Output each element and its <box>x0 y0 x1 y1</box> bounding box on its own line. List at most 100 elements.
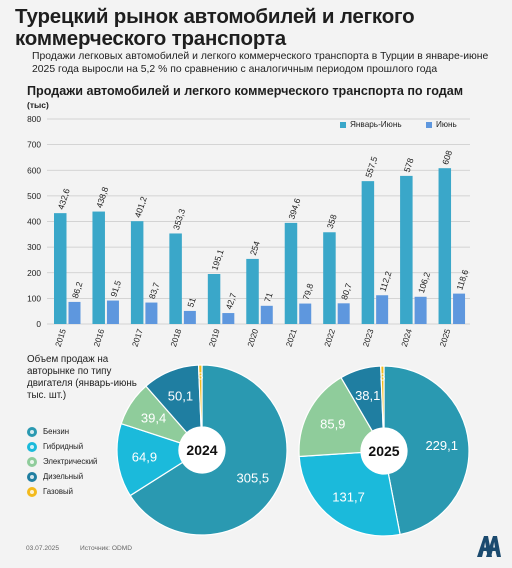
bar-jan-jun <box>323 232 336 324</box>
bar-june <box>337 303 350 324</box>
slice-label: 38,1 <box>355 388 380 403</box>
slice-label: 3 <box>380 373 386 384</box>
donut-year-label: 2024 <box>186 442 217 458</box>
y-tick-label: 800 <box>27 114 41 124</box>
bar-jan-jun <box>361 181 375 324</box>
petrol-dot-icon <box>27 426 37 437</box>
data-label: 432,6 <box>56 187 72 211</box>
engine-key-diesel: Дизельный <box>27 469 97 484</box>
data-label: 51 <box>185 296 198 308</box>
bar-jan-jun <box>400 175 413 324</box>
x-tick-label: 2017 <box>131 327 145 348</box>
legend-june: Июнь <box>426 120 457 129</box>
x-tick-label: 2020 <box>246 327 260 348</box>
bar-jan-jun <box>92 211 105 324</box>
engine-key-label: Гибридный <box>43 442 84 451</box>
bar-june <box>145 302 158 324</box>
data-label: 394,6 <box>286 197 302 221</box>
bar-jan-jun <box>246 258 259 324</box>
bar-jan-jun <box>54 213 67 324</box>
data-label: 438,8 <box>94 185 110 209</box>
donut-year-label: 2025 <box>368 443 399 459</box>
bar-jan-jun <box>207 274 221 324</box>
data-label: 608 <box>440 149 454 166</box>
y-tick-label: 100 <box>27 293 41 303</box>
data-label: 353,3 <box>171 207 187 231</box>
donut-center <box>179 427 225 473</box>
data-label: 80,7 <box>339 282 354 301</box>
slice-label: 85,9 <box>320 416 345 431</box>
y-tick-label: 0 <box>36 319 41 329</box>
hybrid-dot-icon <box>27 441 37 452</box>
bar-june <box>376 295 389 324</box>
data-label: 79,8 <box>301 282 316 301</box>
bar-jan-jun <box>169 233 182 324</box>
donut-caption: Объем продаж на авторынке по типу двигат… <box>27 354 137 401</box>
engine-key-hybrid: Гибридный <box>27 439 97 454</box>
legend-label-jan-jun: Январь-Июнь <box>350 120 402 129</box>
donut-center <box>361 428 407 474</box>
x-tick-label: 2019 <box>208 327 222 348</box>
page-subtitle: Продажи легковых автомобилей и легкого к… <box>32 51 489 75</box>
data-label: 112,2 <box>378 270 394 293</box>
data-label: 86,2 <box>70 280 85 299</box>
y-tick-label: 300 <box>27 242 41 252</box>
slice-label: 39,4 <box>141 411 166 426</box>
bar-june <box>299 303 312 324</box>
data-label: 118,6 <box>454 268 470 291</box>
legend-jan-jun: Январь-Июнь <box>340 120 402 129</box>
bar-june <box>183 310 196 324</box>
data-label: 106,2 <box>416 271 432 295</box>
data-label: 42,7 <box>224 291 239 310</box>
y-tick-label: 600 <box>27 165 41 175</box>
bar-june <box>414 296 427 324</box>
gas-dot-icon <box>27 486 37 497</box>
diesel-dot-icon <box>27 471 37 482</box>
slice-label: 64,9 <box>132 450 157 465</box>
legend-label-june: Июнь <box>436 120 457 129</box>
slice-label: 3 <box>198 372 204 383</box>
slice-label: 305,5 <box>237 470 270 485</box>
engine-key-petrol: Бензин <box>27 424 97 439</box>
slice-label: 131,7 <box>332 489 365 504</box>
data-label: 358 <box>325 213 339 230</box>
x-tick-label: 2021 <box>284 327 298 348</box>
x-tick-label: 2015 <box>54 327 68 348</box>
data-label: 195,1 <box>209 248 225 272</box>
x-tick-label: 2016 <box>92 327 106 348</box>
bar-june <box>222 313 235 324</box>
engine-key-gas: Газовый <box>27 484 97 499</box>
bar-june <box>260 305 273 324</box>
donut-chart-2024: 305,5 64,9 39,450,1 3 2024 <box>116 364 288 536</box>
engine-type-legend: Бензин Гибридный Электрический Дизельный… <box>27 424 97 499</box>
bar-june <box>68 301 81 324</box>
bar-chart-unit: (тыс) <box>27 100 49 110</box>
electric-dot-icon <box>27 456 37 467</box>
footer-date: 03.07.2025 <box>26 545 60 552</box>
data-label: 401,2 <box>133 195 149 219</box>
aa-agency-logo-icon <box>477 536 501 557</box>
x-tick-label: 2024 <box>400 327 414 348</box>
legend-swatch-june <box>426 121 432 128</box>
x-tick-label: 2018 <box>169 327 183 348</box>
slice-label: 229,1 <box>425 438 458 453</box>
engine-key-label: Газовый <box>43 487 73 496</box>
bar-jan-jun <box>284 222 298 324</box>
donut-chart-2025: 229,1 131,7 85,9 38,13 2025 <box>298 365 470 537</box>
y-tick-label: 200 <box>27 268 41 278</box>
y-tick-label: 500 <box>27 191 41 201</box>
x-tick-label: 2022 <box>323 327 337 348</box>
y-tick-label: 400 <box>27 217 41 227</box>
engine-key-label: Дизельный <box>43 472 84 481</box>
engine-key-electric: Электрический <box>27 454 97 469</box>
bar-chart-title: Продажи автомобилей и легкого коммерческ… <box>27 84 464 98</box>
bar-jan-jun <box>130 221 144 324</box>
slice-label: 50,1 <box>168 389 193 404</box>
legend-swatch-jan-jun <box>340 121 346 128</box>
x-tick-label: 2023 <box>361 327 375 348</box>
bar-jan-jun <box>438 168 452 324</box>
data-label: 71 <box>262 291 275 303</box>
data-label: 83,7 <box>147 281 162 300</box>
bar-june <box>453 293 466 324</box>
page-title: Турецкий рынок автомобилей и легкого ком… <box>15 5 415 50</box>
